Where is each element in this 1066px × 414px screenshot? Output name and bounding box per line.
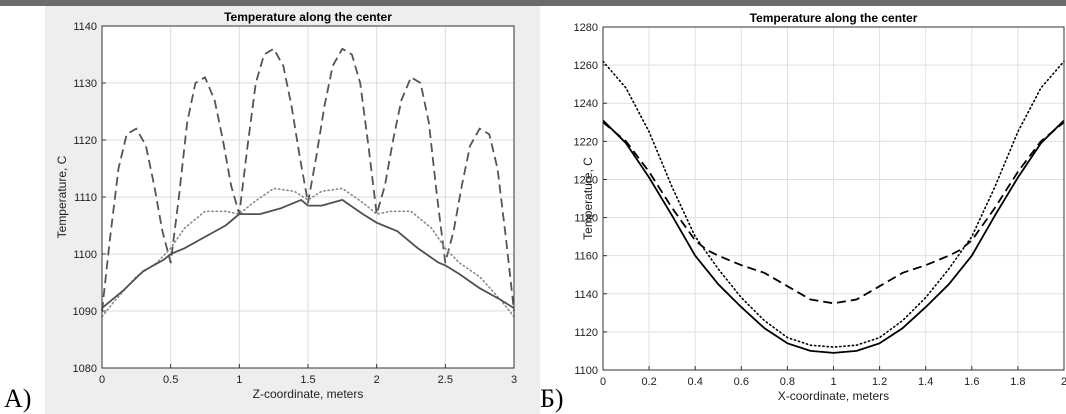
x-axis-label: X-coordinate, meters xyxy=(778,389,889,403)
panel-label-a: A) xyxy=(4,384,32,413)
y-tick-label: 1240 xyxy=(574,98,598,110)
y-tick-label: 1130 xyxy=(73,78,97,90)
series-line-3-solid xyxy=(101,198,515,309)
top-border-strip xyxy=(0,0,1066,6)
y-tick-label: 1140 xyxy=(574,289,598,301)
chart-a-svg: 0 0.5 1 1.5 2 2.5 3 1080 1090 1100 1110 1120 1130 114… xyxy=(55,10,517,401)
y-tick-label: 1110 xyxy=(74,192,97,204)
y-tick-label: 1260 xyxy=(574,60,598,72)
y-axis-label: Temperature, C xyxy=(55,155,69,238)
y-tick-label: 1090 xyxy=(73,306,97,318)
x-tick-label: 0.8 xyxy=(780,376,795,388)
x-tick-label: 0.4 xyxy=(688,376,703,388)
x-tick-label: 0.5 xyxy=(163,374,178,386)
y-tick-label: 1100 xyxy=(73,249,97,261)
chart-title: Temperature along the center xyxy=(750,11,918,25)
y-tick-label: 1120 xyxy=(73,135,97,147)
y-tick-label: 1120 xyxy=(574,327,598,339)
series-line-3-solid xyxy=(602,119,1065,354)
x-tick-label: 3 xyxy=(511,374,517,386)
y-tick-label: 1220 xyxy=(574,136,598,148)
series-line-2-dotted xyxy=(101,187,515,318)
x-tick-label: 0.6 xyxy=(734,376,749,388)
y-tick-label: 1160 xyxy=(574,251,598,263)
y-axis-label: Temperature, C xyxy=(581,157,595,240)
y-tick-label: 1280 xyxy=(574,22,598,34)
series-line-1-dashed xyxy=(101,47,515,312)
x-tick-label: 1 xyxy=(830,376,836,388)
x-tick-label: 0 xyxy=(99,374,105,386)
x-tick-label: 1.5 xyxy=(300,374,315,386)
y-tick-label: 1100 xyxy=(574,365,598,377)
x-tick-label: 2.5 xyxy=(438,374,453,386)
x-tick-label: 1.6 xyxy=(964,376,979,388)
x-tick-label: 1.8 xyxy=(1010,376,1025,388)
chart-panel-a: 0 0.5 1 1.5 2 2.5 3 1080 1090 1100 1110 1120 1130 114… xyxy=(0,6,540,414)
panel-label-b: Б) xyxy=(540,384,564,413)
y-tick-label: 1080 xyxy=(73,363,97,375)
y-tick-label: 1180 xyxy=(574,213,598,225)
x-axis-label: Z-coordinate, meters xyxy=(253,387,364,401)
x-tick-label: 1.2 xyxy=(872,376,887,388)
y-tick-label: 1140 xyxy=(73,21,97,33)
chart-panel-b: 0 0.2 0.4 0.6 0.8 1 1.2 1.4 1.6 1.8 2 1100 1120 1140 1… xyxy=(540,6,1066,414)
x-tick-label: 1.4 xyxy=(918,376,933,388)
x-tick-label: 2 xyxy=(374,374,380,386)
x-tick-label: 0.2 xyxy=(641,376,656,388)
chart-b-svg: 0 0.2 0.4 0.6 0.8 1 1.2 1.4 1.6 1.8 2 1100 1120 1140 1… xyxy=(574,11,1066,403)
y-tick-label: 1200 xyxy=(574,174,598,186)
chart-title: Temperature along the center xyxy=(224,10,392,24)
x-tick-label: 2 xyxy=(1061,376,1066,388)
series-line-1-dotted xyxy=(602,60,1065,348)
x-tick-label: 0 xyxy=(600,376,606,388)
x-tick-label: 1 xyxy=(236,374,242,386)
